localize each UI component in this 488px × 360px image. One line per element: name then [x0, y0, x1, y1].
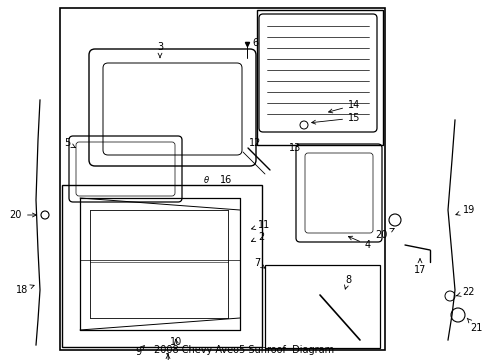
Text: 22: 22: [456, 287, 473, 297]
Text: 4: 4: [347, 236, 370, 250]
Text: 2008 Chevy Aveo5 Sunroof  Diagram: 2008 Chevy Aveo5 Sunroof Diagram: [154, 345, 334, 355]
Text: 9: 9: [135, 346, 144, 357]
Text: 12: 12: [248, 138, 261, 148]
Text: 20: 20: [10, 210, 36, 220]
Text: 17: 17: [413, 259, 426, 275]
Bar: [264, 265, 379, 348]
Text: 10: 10: [170, 337, 182, 347]
Text: 13: 13: [288, 143, 301, 153]
Text: 19: 19: [455, 205, 474, 215]
Text: 16: 16: [220, 175, 232, 185]
Text: 3: 3: [157, 42, 163, 58]
Text: 18: 18: [16, 285, 34, 295]
Text: 14: 14: [328, 100, 360, 113]
Text: 1: 1: [164, 353, 171, 360]
Text: 15: 15: [311, 113, 360, 124]
Text: 20: 20: [375, 229, 393, 240]
Bar: [62, 185, 262, 347]
Text: 7: 7: [253, 258, 264, 268]
Text: 5: 5: [63, 138, 75, 148]
Bar: [60, 8, 384, 350]
Text: 6: 6: [251, 38, 258, 48]
Text: $\theta$: $\theta$: [203, 175, 209, 185]
Text: 8: 8: [344, 275, 350, 289]
Text: 2: 2: [251, 232, 264, 242]
Text: 11: 11: [251, 220, 270, 230]
Bar: [257, 10, 382, 145]
Text: 21: 21: [466, 318, 481, 333]
